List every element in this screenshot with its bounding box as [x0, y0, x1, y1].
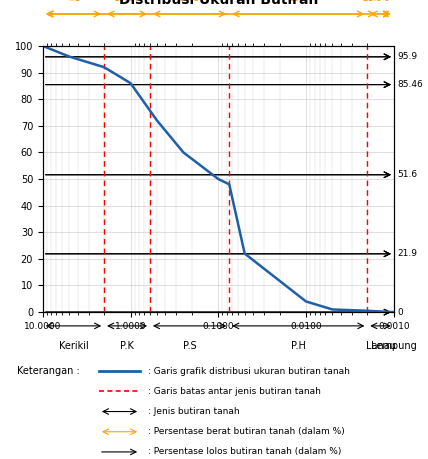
Text: 0: 0 [397, 308, 403, 317]
Text: 29.7: 29.7 [288, 0, 308, 3]
Text: 21.9: 21.9 [363, 0, 383, 3]
Text: 4.1: 4.1 [66, 0, 80, 3]
Text: Lanau: Lanau [366, 341, 395, 351]
Text: P.H: P.H [291, 341, 306, 351]
Text: 85.46: 85.46 [397, 80, 423, 89]
Text: : Persentase lolos butiran tanah (dalam %): : Persentase lolos butiran tanah (dalam … [148, 448, 342, 456]
Text: 10.44: 10.44 [114, 0, 140, 3]
Text: : Garis grafik distribusi ukuran butiran tanah: : Garis grafik distribusi ukuran butiran… [148, 367, 350, 375]
Text: Lempung: Lempung [371, 341, 416, 351]
Text: : Garis batas antar jenis butiran tanah: : Garis batas antar jenis butiran tanah [148, 387, 321, 396]
Text: 0: 0 [383, 0, 389, 3]
Text: : Jenis butiran tanah: : Jenis butiran tanah [148, 407, 240, 416]
Text: P.S: P.S [183, 341, 196, 351]
Text: 51.6: 51.6 [397, 170, 417, 179]
Text: 95.9: 95.9 [397, 52, 417, 62]
Title: Distribusi Ukuran Butiran: Distribusi Ukuran Butiran [119, 0, 318, 7]
Text: 33.8: 33.8 [180, 0, 200, 3]
Text: 21.9: 21.9 [397, 249, 417, 258]
Text: Kerikil: Kerikil [59, 341, 88, 351]
Text: P.K: P.K [120, 341, 134, 351]
Text: : Persentase berat butiran tanah (dalam %): : Persentase berat butiran tanah (dalam … [148, 427, 345, 436]
Text: Keterangan :: Keterangan : [17, 366, 80, 376]
